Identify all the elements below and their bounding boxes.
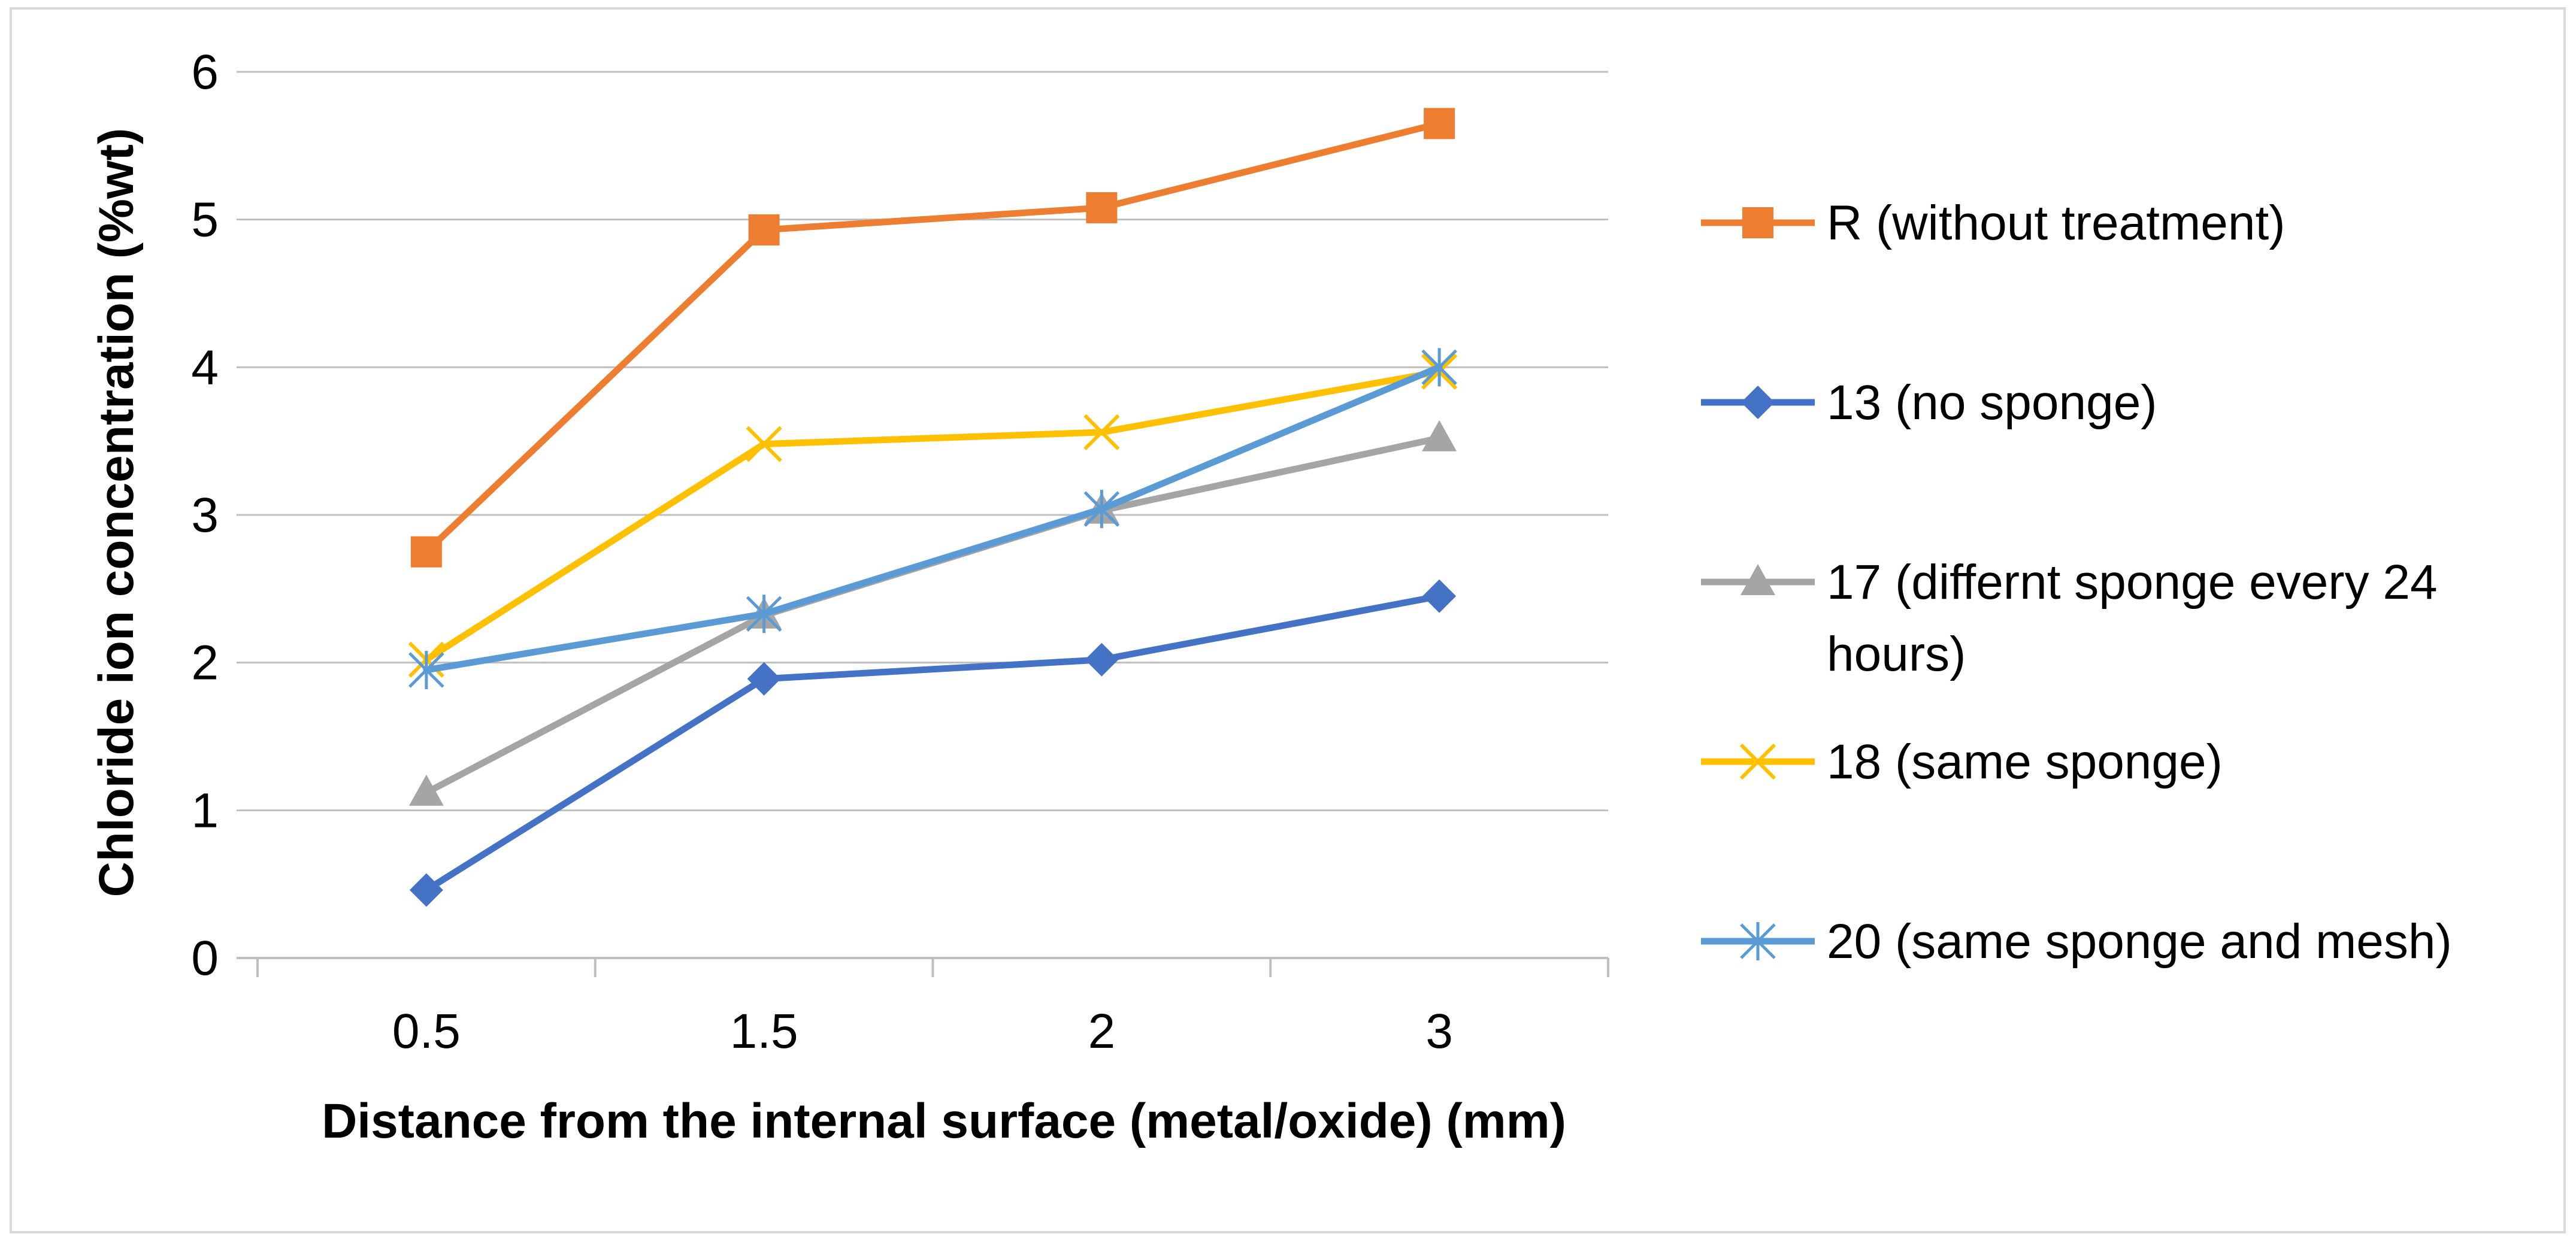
legend-label: 18 (same sponge) [1827, 735, 2223, 789]
x-tick-label-0.5: 0.5 [392, 1004, 461, 1059]
y-tick-label-6: 6 [191, 45, 219, 99]
legend-label: R (without treatment) [1827, 196, 2286, 250]
legend-label: hours) [1827, 627, 1966, 681]
legend-marker [1742, 207, 1773, 238]
y-tick-label-2: 2 [191, 636, 219, 690]
data-point-1-1 [411, 536, 442, 568]
y-tick-label-0: 0 [191, 931, 219, 986]
y-tick-label-3: 3 [191, 488, 219, 542]
x-tick-label-2: 2 [1088, 1004, 1116, 1059]
y-tick-label-4: 4 [191, 340, 219, 395]
data-point-1-3 [1086, 192, 1117, 223]
legend-label: 20 (same sponge and mesh) [1827, 914, 2452, 969]
y-tick-label-5: 5 [191, 193, 219, 247]
data-point-1-4 [1424, 108, 1455, 139]
x-tick-label-3: 3 [1425, 1004, 1453, 1059]
x-axis-title: Distance from the internal surface (meta… [322, 1094, 1566, 1148]
y-axis-title: Chloride ion concentration (%wt) [89, 128, 144, 898]
legend-label: 13 (no sponge) [1827, 375, 2157, 430]
y-tick-label-1: 1 [191, 783, 219, 838]
legend-label: 17 (differnt sponge every 24 [1827, 555, 2438, 610]
data-point-1-2 [749, 214, 780, 245]
x-tick-label-1.5: 1.5 [730, 1004, 798, 1059]
